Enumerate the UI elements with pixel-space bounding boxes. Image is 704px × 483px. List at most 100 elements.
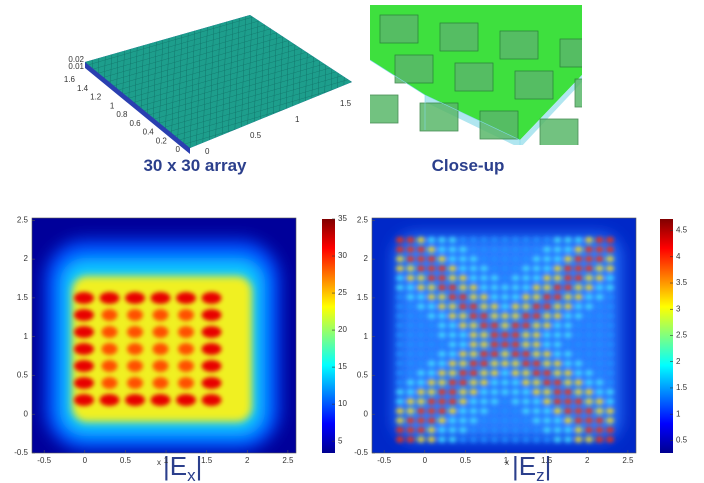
field-peak — [522, 332, 530, 338]
colorbar-tick-label: 2.5 — [676, 331, 688, 340]
colorbar-tick-label: 3.5 — [676, 278, 688, 287]
field-peak — [554, 380, 562, 386]
axis-tick-label: 0 — [205, 147, 210, 156]
field-peak — [178, 377, 194, 389]
field-peak — [606, 247, 614, 253]
field-peak — [585, 380, 593, 386]
unit-cell — [480, 111, 518, 139]
field-peak — [100, 394, 120, 406]
field-peak — [512, 332, 520, 338]
field-peak — [470, 237, 478, 243]
field-peak — [428, 332, 436, 338]
field-peak — [470, 342, 478, 348]
field-peak — [470, 370, 478, 376]
field-peak — [606, 437, 614, 443]
field-peak — [127, 360, 143, 372]
field-peak — [543, 294, 551, 300]
field-peak — [480, 304, 488, 310]
field-peak — [480, 437, 488, 443]
field-peak — [564, 256, 572, 262]
field-peak — [417, 294, 425, 300]
axis-tick-label: 0.6 — [130, 119, 142, 128]
field-peak — [396, 294, 404, 300]
field-peak — [606, 408, 614, 414]
field-peak — [554, 351, 562, 357]
field-peak — [438, 313, 446, 319]
field-peak — [575, 389, 583, 395]
field-peak — [438, 427, 446, 433]
field-peak — [585, 342, 593, 348]
field-peak — [522, 408, 530, 414]
y-tick-label: -0.5 — [14, 448, 28, 457]
field-peak — [512, 389, 520, 395]
field-peak — [417, 361, 425, 367]
field-peak — [153, 326, 169, 338]
field-peak — [480, 237, 488, 243]
field-peak — [470, 408, 478, 414]
field-peak — [407, 427, 415, 433]
field-peak — [438, 247, 446, 253]
field-peak — [480, 332, 488, 338]
field-peak — [543, 380, 551, 386]
field-peak — [512, 313, 520, 319]
field-peak — [480, 247, 488, 253]
field-peak — [202, 309, 222, 321]
field-peak — [470, 256, 478, 262]
field-peak — [417, 266, 425, 272]
x-tick-label: 0 — [83, 456, 88, 465]
field-peak — [459, 342, 467, 348]
field-peak — [533, 313, 541, 319]
field-peak — [449, 342, 457, 348]
field-peak — [491, 399, 499, 405]
field-peak — [396, 313, 404, 319]
field-peak — [449, 437, 457, 443]
field-peak — [543, 351, 551, 357]
field-peak — [501, 427, 509, 433]
field-peak — [407, 380, 415, 386]
colorbar — [322, 219, 335, 453]
field-peak — [449, 427, 457, 433]
field-peak — [428, 323, 436, 329]
field-peak — [522, 399, 530, 405]
field-peak — [533, 380, 541, 386]
field-peak — [554, 275, 562, 281]
field-peak — [438, 342, 446, 348]
x-tick-label: 0.5 — [460, 456, 472, 465]
field-peak — [396, 304, 404, 310]
field-peak — [491, 313, 499, 319]
field-peak — [554, 323, 562, 329]
field-peak — [396, 418, 404, 424]
field-peak — [585, 237, 593, 243]
field-peak — [533, 342, 541, 348]
field-peak — [449, 399, 457, 405]
field-peak — [449, 304, 457, 310]
field-peak — [459, 361, 467, 367]
field-peak — [480, 370, 488, 376]
field-peak — [501, 399, 509, 405]
field-peak — [501, 418, 509, 424]
field-peak — [428, 304, 436, 310]
field-peak — [596, 389, 604, 395]
field-peak — [606, 294, 614, 300]
field-peak — [491, 380, 499, 386]
field-peak — [202, 343, 222, 355]
field-peak — [522, 294, 530, 300]
field-peak — [606, 389, 614, 395]
field-peak — [407, 389, 415, 395]
field-peak — [438, 332, 446, 338]
field-peak — [501, 437, 509, 443]
field-peak — [554, 437, 562, 443]
field-peak — [575, 323, 583, 329]
field-peak — [606, 351, 614, 357]
field-peak — [470, 389, 478, 395]
field-peak — [449, 313, 457, 319]
field-peak — [543, 342, 551, 348]
field-peak — [491, 266, 499, 272]
field-peak — [438, 399, 446, 405]
field-peak — [396, 408, 404, 414]
field-peak — [564, 237, 572, 243]
field-peak — [153, 309, 169, 321]
field-peak — [396, 380, 404, 386]
field-peak — [512, 361, 520, 367]
unit-cell — [575, 79, 613, 107]
